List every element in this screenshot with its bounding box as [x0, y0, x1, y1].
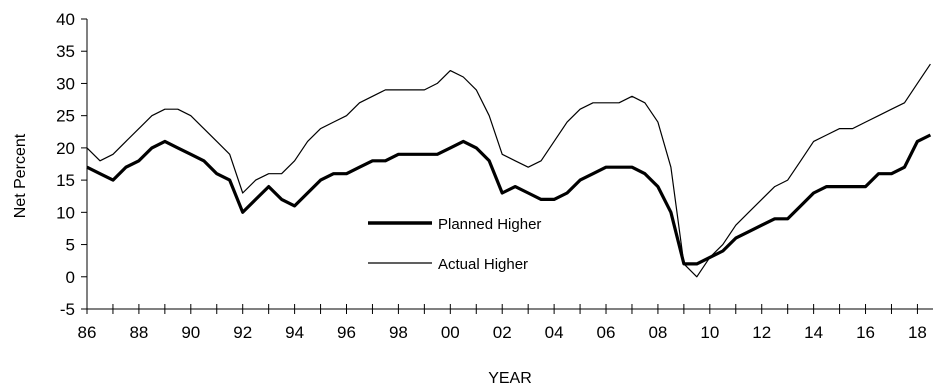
x-tick-label: 16 [856, 323, 875, 342]
y-axis-title: Net Percent [12, 133, 29, 218]
y-tick-label: 40 [56, 10, 75, 29]
x-tick-label: 18 [908, 323, 927, 342]
x-axis-title: YEAR [488, 370, 532, 387]
x-tick-label: 14 [804, 323, 823, 342]
y-tick-label: 20 [56, 139, 75, 158]
x-tick-label: 96 [337, 323, 356, 342]
y-tick-label: 15 [56, 171, 75, 190]
y-tick-label: 10 [56, 203, 75, 222]
y-tick-label: -5 [60, 300, 75, 319]
x-tick-label: 98 [389, 323, 408, 342]
x-tick-label: 88 [129, 323, 148, 342]
x-tick-label: 02 [493, 323, 512, 342]
y-tick-label: 0 [66, 268, 75, 287]
y-axis: -5 0 5 10 15 20 25 30 35 40 [56, 10, 88, 319]
x-tick-label: 12 [752, 323, 771, 342]
x-axis: 86 88 90 92 94 96 98 00 02 04 06 08 10 12 14 16 18 [78, 304, 933, 342]
x-tick-label: 92 [233, 323, 252, 342]
x-tick-label: 94 [285, 323, 304, 342]
y-tick-label: 35 [56, 42, 75, 61]
y-tick-label: 25 [56, 107, 75, 126]
x-tick-label: 00 [441, 323, 460, 342]
plot-area [86, 63, 932, 278]
legend-label-actual-higher: Actual Higher [438, 256, 528, 273]
x-tick-label: 86 [78, 323, 97, 342]
x-tick-label: 06 [597, 323, 616, 342]
x-tick-label: 10 [700, 323, 719, 342]
x-tick-label: 04 [545, 323, 564, 342]
legend-label-planned-higher: Planned Higher [438, 216, 541, 233]
x-tick-label: 08 [648, 323, 667, 342]
y-tick-label: 30 [56, 74, 75, 93]
series-line-planned-higher [86, 133, 932, 266]
legend: Planned Higher Actual Higher [368, 216, 541, 273]
series-line-actual-higher [86, 63, 931, 278]
y-tick-label: 5 [66, 236, 75, 255]
x-tick-label: 90 [181, 323, 200, 342]
